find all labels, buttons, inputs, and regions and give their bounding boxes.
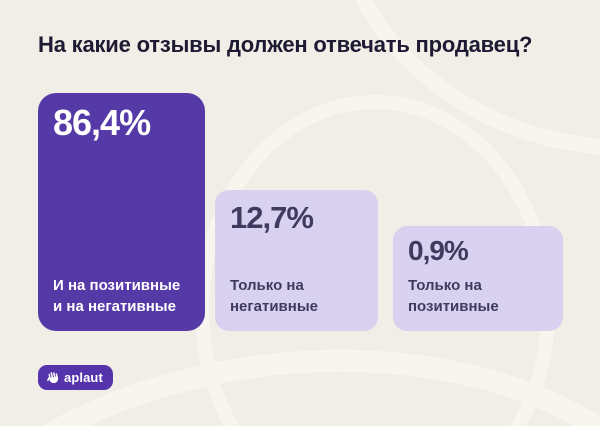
bar-only-negative: 12,7% Только на негативные [215, 190, 378, 331]
bar-label: Только на позитивные [408, 275, 499, 317]
bar-label-line: и на негативные [53, 298, 176, 315]
bar-label: И на позитивные и на негативные [53, 275, 180, 317]
bar-value: 86,4% [53, 102, 151, 143]
hand-icon [45, 370, 60, 385]
bar-label-line: Только на [230, 277, 304, 294]
chart-title: На какие отзывы должен отвечать продавец… [38, 32, 533, 57]
bar-label-line: негативные [230, 298, 318, 315]
bar-both-positive-and-negative: 86,4% И на позитивные и на негативные [38, 93, 205, 331]
bar-label-line: Только на [408, 277, 482, 294]
bar-label-line: И на позитивные [53, 277, 181, 294]
logo-wordmark: aplaut [64, 369, 103, 385]
aplaut-logo: aplaut [38, 365, 113, 390]
bar-value: 12,7% [230, 200, 314, 235]
bar-value: 0,9% [408, 235, 469, 266]
bar-label-line: позитивные [408, 298, 499, 315]
bar-label: Только на негативные [230, 275, 318, 317]
bar-only-positive: 0,9% Только на позитивные [393, 226, 563, 331]
